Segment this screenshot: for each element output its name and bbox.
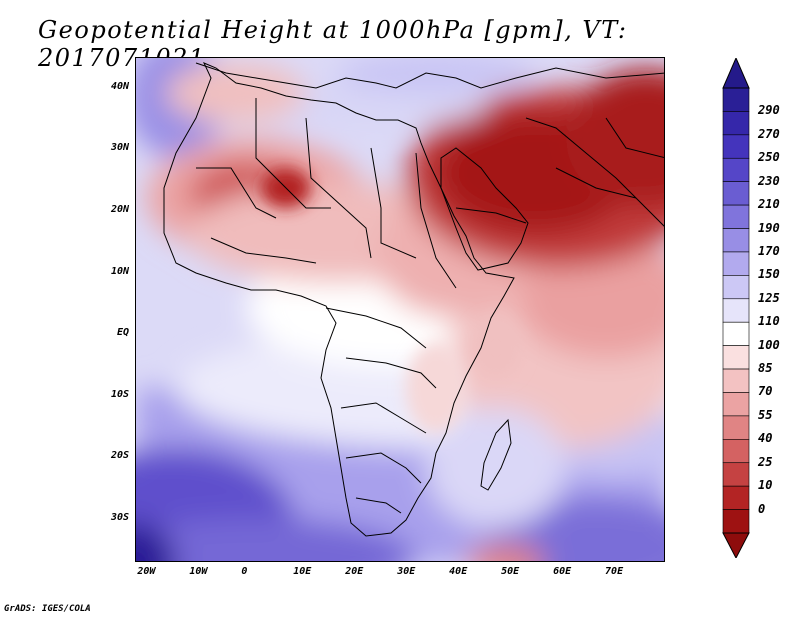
lat-tick-label: 30S xyxy=(110,511,129,523)
lon-tick-label: 20E xyxy=(345,566,364,577)
colorbar-swatch xyxy=(722,275,750,300)
lat-tick-label: 10S xyxy=(110,388,129,400)
colorbar-swatch xyxy=(722,87,750,112)
colorbar-label: 110 xyxy=(758,314,780,329)
colorbar-swatch xyxy=(722,181,750,206)
colorbar-label: 25 xyxy=(758,454,773,469)
lat-tick-label: 20S xyxy=(110,450,129,462)
colorbar-swatch xyxy=(722,462,750,487)
lon-tick-label: 0 xyxy=(241,566,248,577)
lon-tick-label: 30E xyxy=(397,566,416,577)
map-plot-area xyxy=(135,57,665,562)
lon-tick-label: 60E xyxy=(553,566,572,577)
lon-tick-label: 20W xyxy=(137,566,156,577)
colorbar-label: 150 xyxy=(758,267,780,282)
lon-tick-label: 70E xyxy=(605,566,624,577)
colorbar-label: 10 xyxy=(758,478,773,493)
colorbar-label: 170 xyxy=(758,243,780,258)
colorbar-label: 55 xyxy=(758,407,773,422)
colorbar-swatch xyxy=(722,204,750,229)
lat-tick-label: 30N xyxy=(110,142,129,154)
lon-tick-label: 10E xyxy=(293,566,312,577)
lat-tick-label: EQ xyxy=(116,327,129,339)
colorbar-label: 100 xyxy=(758,337,780,352)
colorbar-swatch xyxy=(722,321,750,346)
colorbar-label: 125 xyxy=(758,290,780,305)
colorbar-swatch xyxy=(722,134,750,159)
lon-tick-label: 50E xyxy=(501,566,520,577)
colorbar-swatch xyxy=(722,157,750,182)
colorbar-label: 270 xyxy=(758,126,780,141)
lat-tick-label: 20N xyxy=(110,203,129,215)
colorbar-label: 85 xyxy=(758,361,773,376)
colorbar-swatch xyxy=(722,228,750,253)
colorbar-svg xyxy=(722,58,750,558)
colorbar-swatch xyxy=(722,415,750,440)
colorbar-swatch xyxy=(722,298,750,323)
colorbar-swatch xyxy=(722,439,750,464)
colorbar-label: 70 xyxy=(758,384,773,399)
coastlines xyxy=(163,62,664,537)
colorbar-label: 230 xyxy=(758,173,780,188)
colorbar-swatch xyxy=(722,392,750,417)
colorbar-label: 0 xyxy=(758,501,766,516)
lon-tick-label: 40E xyxy=(449,566,468,577)
colorbar-label: 250 xyxy=(758,150,780,165)
colorbar-swatch xyxy=(722,368,750,393)
colorbar-swatch xyxy=(722,509,750,534)
colorbar-label: 40 xyxy=(758,431,773,446)
triangle-down-icon xyxy=(722,532,750,558)
colorbar-swatch xyxy=(722,111,750,136)
colorbar-swatch xyxy=(722,485,750,510)
lat-tick-label: 10N xyxy=(110,265,129,277)
colorbar-label: 290 xyxy=(758,103,780,118)
colorbar-swatch xyxy=(722,251,750,276)
triangle-up-icon xyxy=(722,58,750,89)
colorbar-label: 190 xyxy=(758,220,780,235)
colorbar-swatch xyxy=(722,345,750,370)
colorbar-label: 210 xyxy=(758,197,780,212)
lat-tick-label: 40N xyxy=(110,80,129,92)
footer-credit: GrADS: IGES/COLA xyxy=(4,604,91,614)
colorbar-swatches xyxy=(722,87,750,534)
map-svg xyxy=(136,58,664,561)
lon-tick-label: 10W xyxy=(189,566,208,577)
